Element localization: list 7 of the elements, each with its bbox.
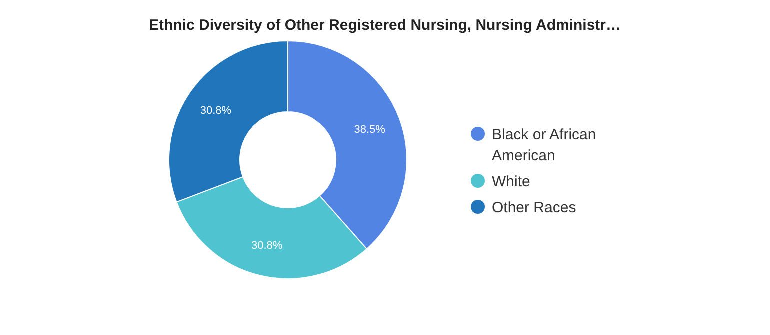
data-label: 30.8% [200,105,232,118]
data-label: 38.5% [354,124,386,136]
legend-label: White [492,173,530,190]
chart-title: Ethnic Diversity of Other Registered Nursing, Nursing Administr… [148,17,622,34]
legend-label: Other Races [492,199,576,216]
data-label: 30.8% [251,240,283,252]
legend-label: Black or African American [492,126,596,164]
